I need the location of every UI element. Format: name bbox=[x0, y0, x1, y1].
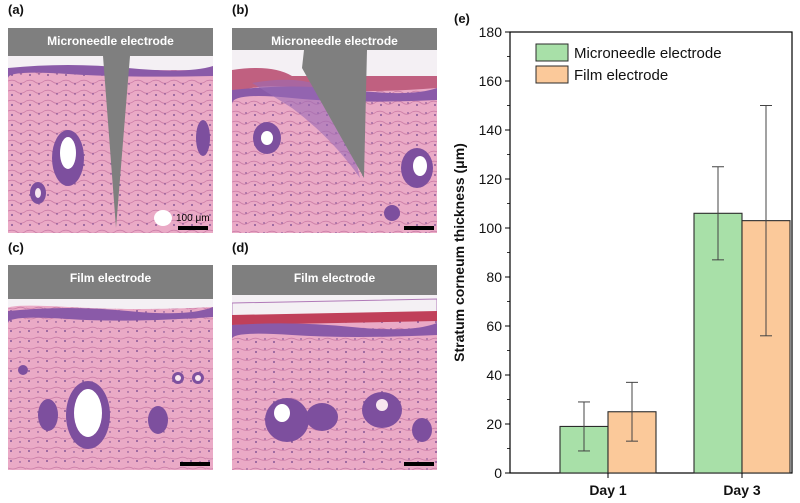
panel-label-c: (c) bbox=[8, 240, 24, 255]
panel-label-e: (e) bbox=[454, 11, 470, 26]
scale-bar-d bbox=[404, 462, 434, 466]
panel-label-a: (a) bbox=[8, 2, 24, 17]
electrode-label-a: Microneedle electrode bbox=[47, 34, 174, 48]
y-tick-label: 140 bbox=[479, 122, 503, 138]
y-tick-label: 100 bbox=[479, 220, 503, 236]
y-tick-label: 60 bbox=[486, 318, 502, 334]
y-tick-label: 120 bbox=[479, 171, 503, 187]
micrograph-c: Film electrode bbox=[8, 265, 213, 470]
tissue-image-b bbox=[232, 28, 437, 233]
y-tick-label: 20 bbox=[486, 416, 502, 432]
electrode-label-b: Microneedle electrode bbox=[271, 34, 398, 48]
tissue-image-d bbox=[232, 265, 437, 470]
bar-chart: (e) 0 20 40 60 80 100 120 140 160 180 Stratum corn… bbox=[451, 11, 793, 498]
scale-bar-b bbox=[404, 226, 434, 230]
legend-label-1: Film electrode bbox=[574, 67, 668, 84]
scale-bar-label-a: 100 μm bbox=[176, 213, 210, 224]
tissue-image-a bbox=[8, 28, 213, 233]
legend-swatch-1 bbox=[535, 65, 569, 84]
y-tick-label: 180 bbox=[479, 24, 503, 40]
legend-swatch-0 bbox=[535, 43, 569, 62]
micrograph-d: Film electrode bbox=[232, 265, 437, 470]
y-tick-label: 0 bbox=[494, 465, 502, 481]
electrode-label-d: Film electrode bbox=[293, 271, 376, 285]
micrograph-a: Microneedle electrode 100 μm bbox=[8, 28, 213, 233]
micrograph-b: Microneedle electrode bbox=[232, 28, 437, 233]
panel-label-d: (d) bbox=[232, 240, 249, 255]
y-tick-label: 80 bbox=[486, 269, 502, 285]
y-tick-label: 40 bbox=[486, 367, 502, 383]
y-tick-label: 160 bbox=[479, 73, 503, 89]
x-tick-label: Day 3 bbox=[723, 482, 761, 498]
scale-bar-a bbox=[178, 226, 208, 230]
scale-bar-c bbox=[180, 462, 210, 466]
tissue-image-c bbox=[8, 265, 213, 470]
electrode-label-c: Film electrode bbox=[69, 271, 152, 285]
legend-label-0: Microneedle electrode bbox=[574, 45, 722, 62]
x-tick-label: Day 1 bbox=[589, 482, 627, 498]
panel-label-b: (b) bbox=[232, 2, 249, 17]
y-axis-label: Stratum corneum thickness (μm) bbox=[451, 143, 467, 362]
